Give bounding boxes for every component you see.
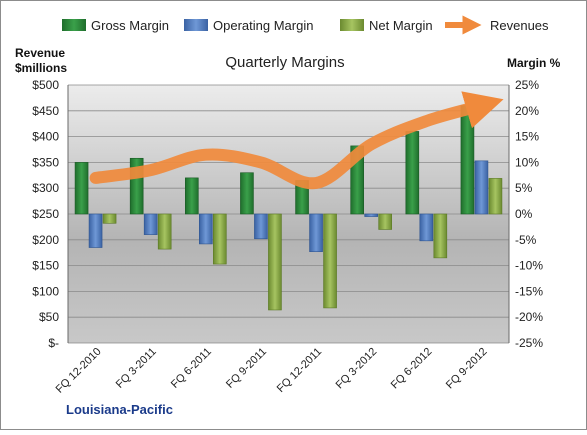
right-tick-label: -5% (515, 233, 537, 247)
right-tick-label: -25% (515, 336, 543, 350)
legend-swatch-gross-margin (62, 19, 86, 31)
bar-operating-margin (254, 213, 268, 240)
right-tick-label: -20% (515, 310, 543, 324)
revenue-series-line (89, 91, 504, 190)
legend-label-gross-margin: Gross Margin (91, 18, 169, 33)
bar-net-margin (213, 213, 227, 265)
bar-net-margin (102, 213, 117, 224)
bar-net-margin (268, 213, 282, 311)
revenue-line (89, 91, 504, 190)
bar-net-margin (378, 213, 392, 230)
bar-net-margin (157, 213, 172, 250)
left-tick-label: $400 (32, 130, 59, 144)
company-name: Louisiana-Pacific (66, 402, 173, 417)
left-tick-label: $350 (32, 155, 59, 169)
bar-operating-margin (199, 213, 213, 245)
bar-gross-margin (460, 105, 475, 215)
left-tick-label: $100 (32, 284, 59, 298)
right-tick-label: 20% (515, 104, 539, 118)
right-tick-label: 25% (515, 78, 539, 92)
right-tick-label: -10% (515, 259, 543, 273)
bar-operating-margin (88, 213, 103, 248)
legend-label-net-margin: Net Margin (369, 18, 433, 33)
right-axis-ticks: -25% -20% -15% -10% -5% 0% 5% 10% 15% 20% 25% (515, 78, 543, 350)
left-axis-ticks: $- $50 $100 $150 $200 $250 $300 $350 $400 $450 $50… (32, 78, 59, 350)
bar-operating-margin (419, 213, 434, 242)
bar-operating-margin (364, 213, 378, 217)
bar-net-margin (323, 213, 337, 309)
right-tick-label: 10% (515, 155, 539, 169)
left-tick-label: $50 (39, 310, 59, 324)
left-tick-label: $- (48, 336, 59, 350)
legend-label-operating-margin: Operating Margin (213, 18, 313, 33)
bar-gross-margin (405, 131, 420, 215)
chart-title: Quarterly Margins (225, 54, 344, 71)
left-tick-label: $300 (32, 181, 59, 195)
bar-operating-margin (309, 213, 323, 252)
legend-label-revenues: Revenues (490, 18, 549, 33)
legend-swatch-operating-margin (184, 19, 208, 31)
right-tick-label: 15% (515, 130, 539, 144)
left-axis-label-line1: Revenue (15, 46, 65, 60)
bar-operating-margin (143, 213, 158, 235)
bar-net-margin (433, 213, 448, 259)
legend-swatch-net-margin (340, 19, 364, 31)
left-tick-label: $250 (32, 207, 59, 221)
left-tick-label: $200 (32, 233, 59, 247)
bar-net-margin (488, 178, 503, 215)
left-tick-label: $450 (32, 104, 59, 118)
right-tick-label: -15% (515, 284, 543, 298)
left-tick-label: $150 (32, 259, 59, 273)
bar-gross-margin (185, 177, 199, 215)
bar-gross-margin (240, 172, 254, 215)
bar-operating-margin (474, 160, 489, 215)
legend: Gross Margin Operating Margin Net Margin… (62, 15, 549, 35)
right-tick-label: 5% (515, 181, 533, 195)
bar-gross-margin (74, 162, 89, 215)
left-axis-label-line2: $millions (15, 61, 67, 75)
right-tick-label: 0% (515, 207, 533, 221)
left-tick-label: $500 (32, 78, 59, 92)
right-axis-label: Margin % (507, 56, 561, 70)
